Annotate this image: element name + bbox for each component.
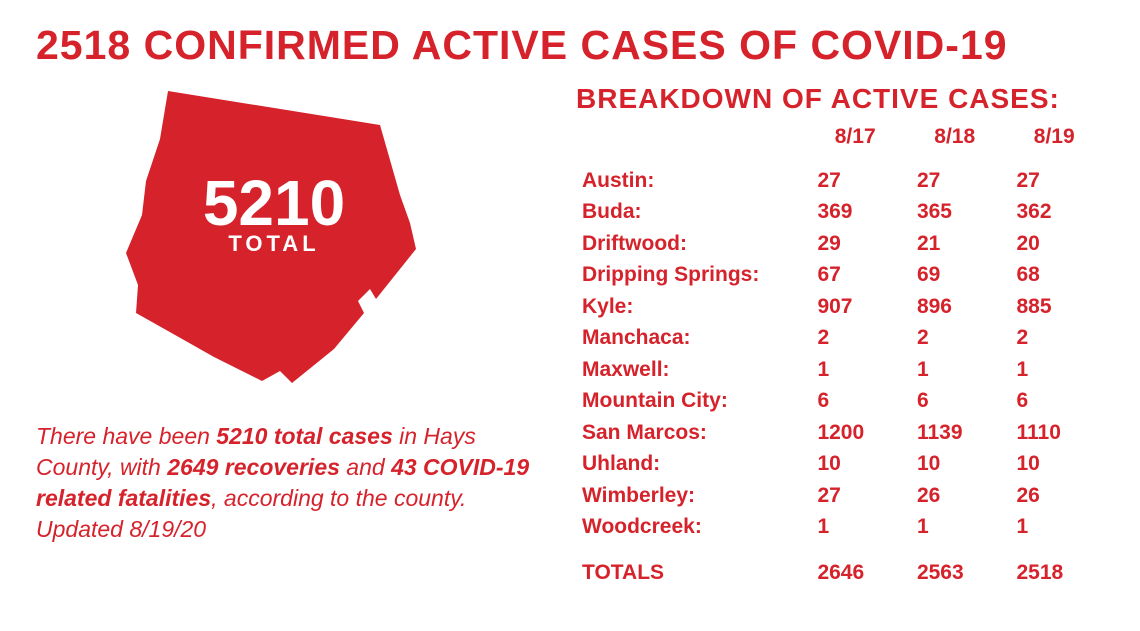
blurb-pre: There have been xyxy=(36,423,216,449)
value-cell: 27 xyxy=(905,165,1005,197)
city-cell: Kyle: xyxy=(576,291,805,323)
map-total-value: 5210 xyxy=(64,171,484,235)
city-cell: Buda: xyxy=(576,196,805,228)
city-cell: Maxwell: xyxy=(576,354,805,386)
table-row: Maxwell:111 xyxy=(576,354,1104,386)
table-row: Wimberley:272626 xyxy=(576,480,1104,512)
value-cell: 2 xyxy=(1004,322,1104,354)
breakdown-header: 8/17 8/18 8/19 xyxy=(576,121,1104,165)
value-cell: 10 xyxy=(1004,448,1104,480)
value-cell: 20 xyxy=(1004,228,1104,260)
city-cell: San Marcos: xyxy=(576,417,805,449)
summary-blurb: There have been 5210 total cases in Hays… xyxy=(36,421,552,545)
totals-row: TOTALS 2646 2563 2518 xyxy=(576,543,1104,589)
city-cell: Manchaca: xyxy=(576,322,805,354)
value-cell: 67 xyxy=(805,259,905,291)
date-col-2: 8/19 xyxy=(1004,121,1104,153)
value-cell: 1 xyxy=(1004,511,1104,543)
value-cell: 1110 xyxy=(1004,417,1104,449)
value-cell: 29 xyxy=(805,228,905,260)
totals-0: 2646 xyxy=(805,543,905,589)
breakdown-table: 8/17 8/18 8/19 Austin:272727Buda:3693653… xyxy=(576,121,1104,588)
date-col-0: 8/17 xyxy=(805,121,905,153)
blurb-b1: 5210 total cases xyxy=(216,423,392,449)
city-cell: Driftwood: xyxy=(576,228,805,260)
value-cell: 27 xyxy=(805,165,905,197)
value-cell: 369 xyxy=(805,196,905,228)
value-cell: 26 xyxy=(905,480,1005,512)
value-cell: 6 xyxy=(805,385,905,417)
breakdown-body: Austin:272727Buda:369365362Driftwood:292… xyxy=(576,165,1104,543)
map-total-label: TOTAL xyxy=(64,233,484,255)
city-cell: Wimberley: xyxy=(576,480,805,512)
value-cell: 27 xyxy=(805,480,905,512)
value-cell: 1 xyxy=(805,511,905,543)
value-cell: 885 xyxy=(1004,291,1104,323)
breakdown-title: BREAKDOWN OF ACTIVE CASES: xyxy=(576,83,1104,115)
value-cell: 6 xyxy=(905,385,1005,417)
value-cell: 1200 xyxy=(805,417,905,449)
left-column: 5210 TOTAL There have been 5210 total ca… xyxy=(36,75,576,588)
value-cell: 362 xyxy=(1004,196,1104,228)
table-row: San Marcos:120011391110 xyxy=(576,417,1104,449)
blurb-b2: 2649 recoveries xyxy=(167,454,340,480)
value-cell: 1 xyxy=(805,354,905,386)
table-row: Driftwood:292120 xyxy=(576,228,1104,260)
city-cell: Mountain City: xyxy=(576,385,805,417)
headline: 2518 CONFIRMED ACTIVE CASES OF COVID-19 xyxy=(36,24,1104,67)
blurb-mid2: and xyxy=(340,454,391,480)
right-column: BREAKDOWN OF ACTIVE CASES: 8/17 8/18 8/1… xyxy=(576,75,1104,588)
value-cell: 1 xyxy=(1004,354,1104,386)
table-row: Kyle:907896885 xyxy=(576,291,1104,323)
table-row: Woodcreek:111 xyxy=(576,511,1104,543)
infographic-root: 2518 CONFIRMED ACTIVE CASES OF COVID-19 … xyxy=(0,0,1140,631)
date-col-1: 8/18 xyxy=(905,121,1005,153)
table-row: Manchaca:222 xyxy=(576,322,1104,354)
value-cell: 69 xyxy=(905,259,1005,291)
totals-1: 2563 xyxy=(905,543,1005,589)
county-map: 5210 TOTAL xyxy=(64,83,484,403)
map-total: 5210 TOTAL xyxy=(64,171,484,255)
value-cell: 10 xyxy=(805,448,905,480)
value-cell: 365 xyxy=(905,196,1005,228)
city-cell: Uhland: xyxy=(576,448,805,480)
value-cell: 21 xyxy=(905,228,1005,260)
city-cell: Dripping Springs: xyxy=(576,259,805,291)
totals-2: 2518 xyxy=(1004,543,1104,589)
totals-label: TOTALS xyxy=(576,543,805,589)
value-cell: 26 xyxy=(1004,480,1104,512)
table-row: Austin:272727 xyxy=(576,165,1104,197)
value-cell: 2 xyxy=(905,322,1005,354)
value-cell: 907 xyxy=(805,291,905,323)
table-row: Uhland:101010 xyxy=(576,448,1104,480)
city-cell: Austin: xyxy=(576,165,805,197)
city-cell: Woodcreek: xyxy=(576,511,805,543)
value-cell: 1 xyxy=(905,354,1005,386)
value-cell: 1 xyxy=(905,511,1005,543)
value-cell: 27 xyxy=(1004,165,1104,197)
value-cell: 2 xyxy=(805,322,905,354)
value-cell: 68 xyxy=(1004,259,1104,291)
table-row: Buda:369365362 xyxy=(576,196,1104,228)
value-cell: 10 xyxy=(905,448,1005,480)
value-cell: 6 xyxy=(1004,385,1104,417)
value-cell: 896 xyxy=(905,291,1005,323)
value-cell: 1139 xyxy=(905,417,1005,449)
table-row: Mountain City:666 xyxy=(576,385,1104,417)
table-row: Dripping Springs:676968 xyxy=(576,259,1104,291)
columns: 5210 TOTAL There have been 5210 total ca… xyxy=(36,75,1104,588)
